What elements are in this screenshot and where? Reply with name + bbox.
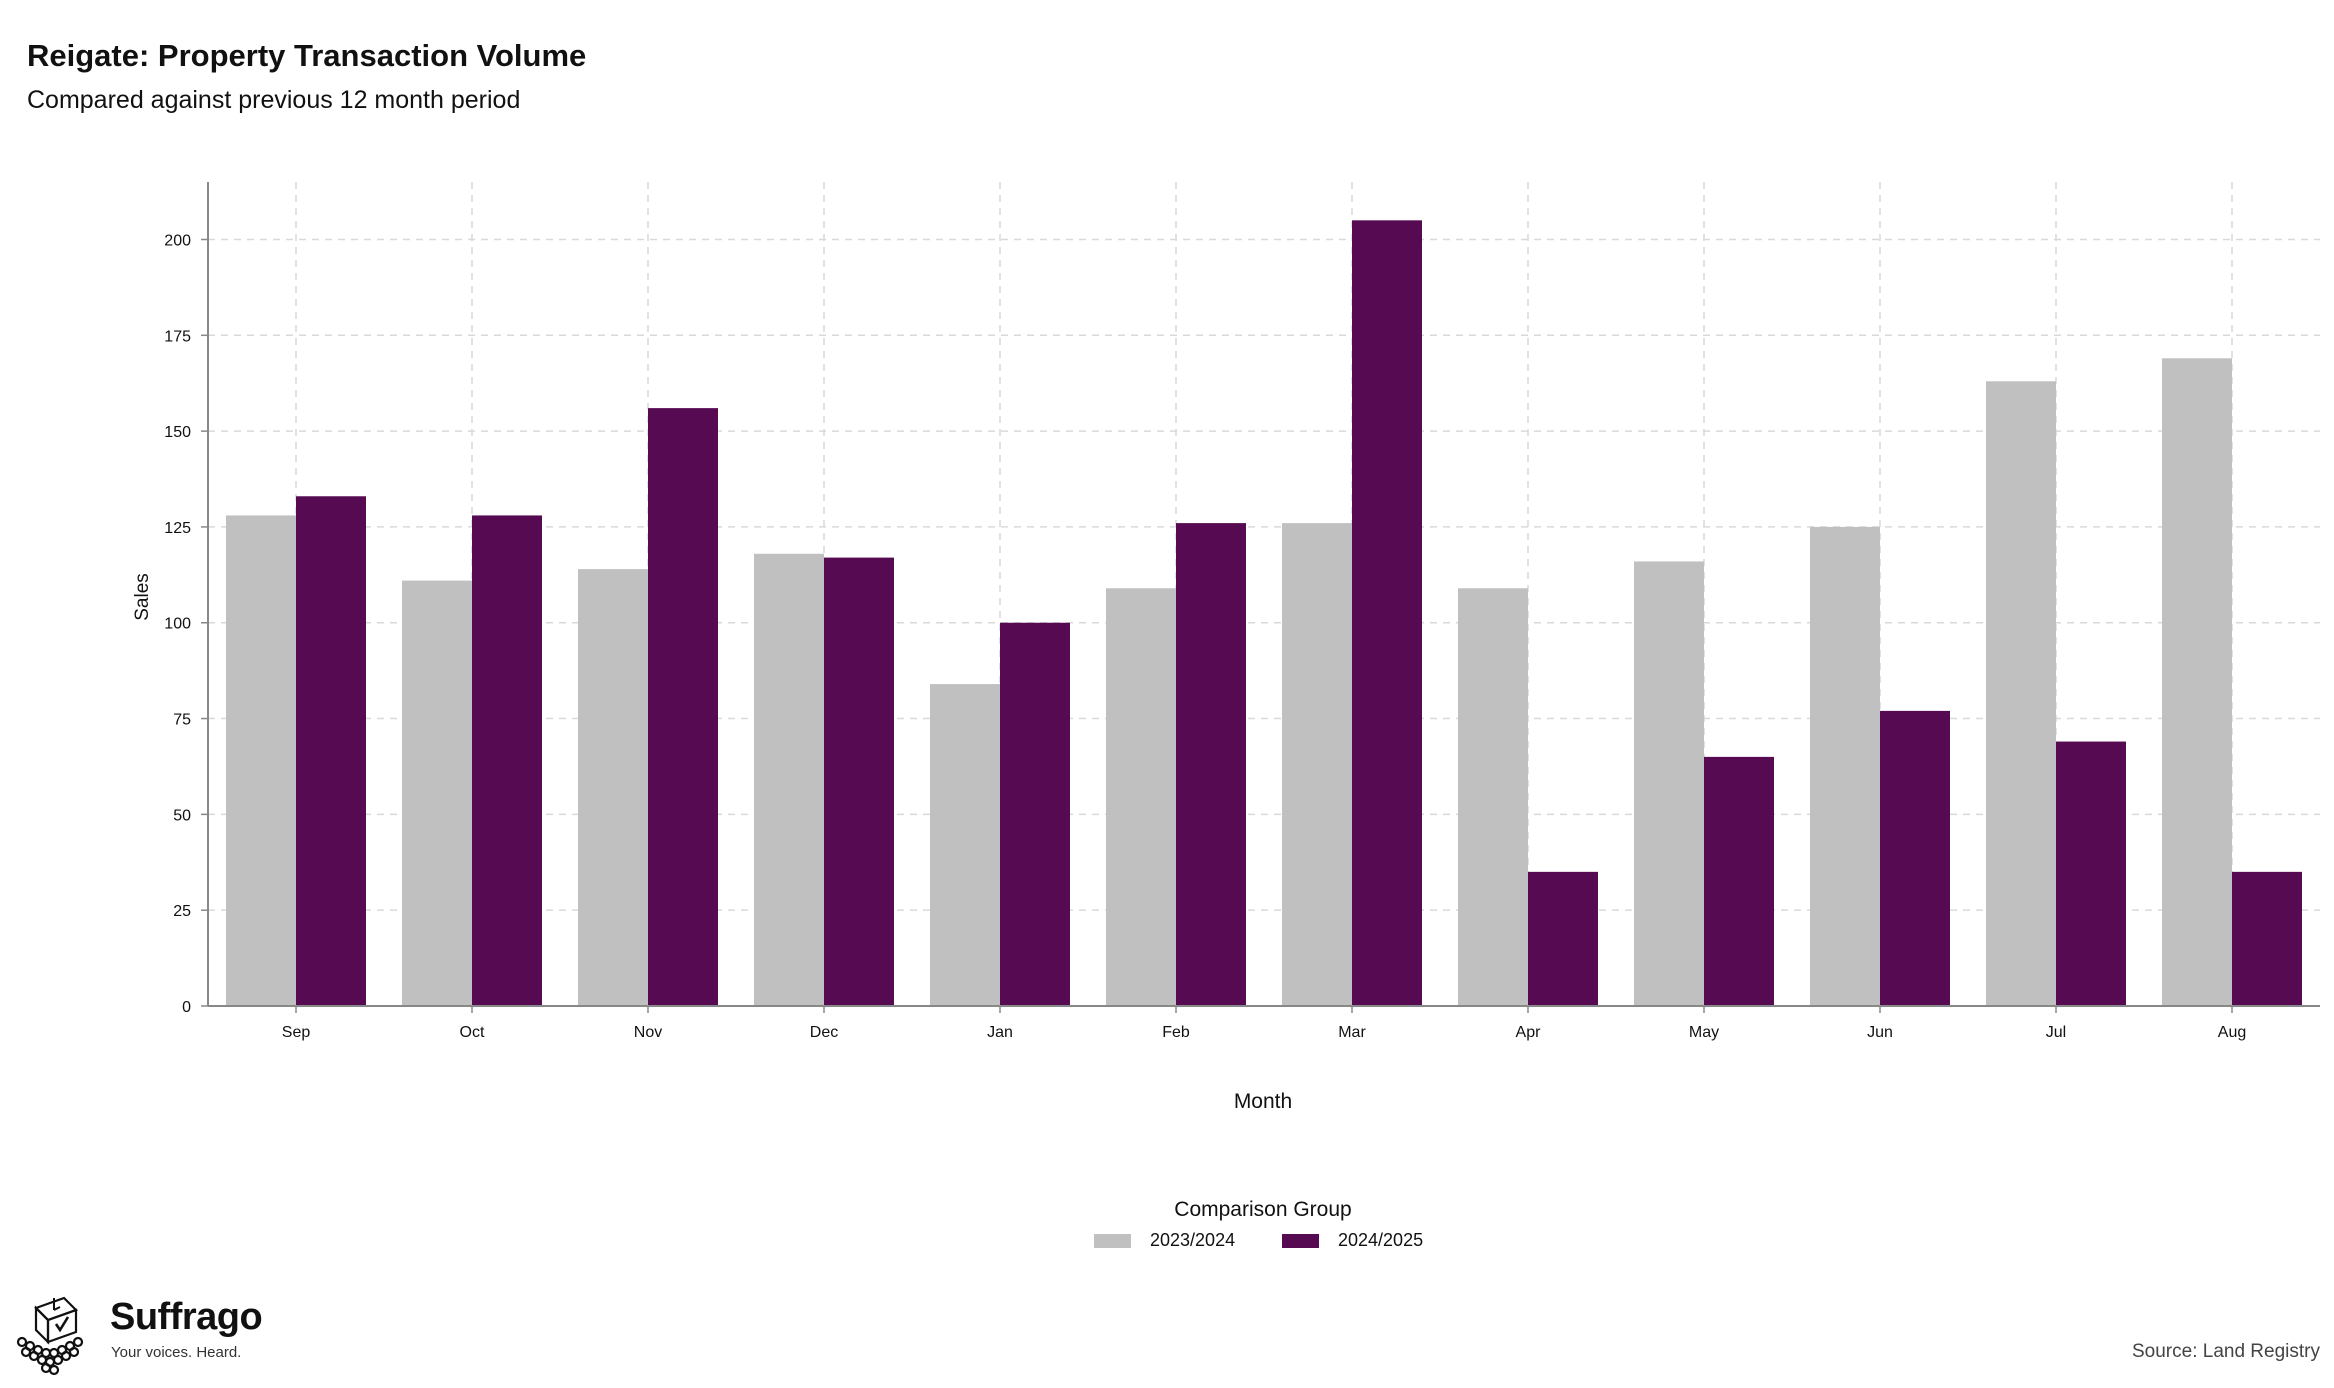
bar-2023-2024-may — [1634, 561, 1704, 1006]
x-tick-label: Mar — [1338, 1024, 1366, 1041]
x-tick-label: Dec — [810, 1024, 838, 1041]
y-tick-label: 0 — [182, 999, 191, 1016]
legend-label-2023-2024: 2023/2024 — [1150, 1230, 1236, 1250]
legend-title: Comparison Group — [1174, 1198, 1352, 1221]
legend-item-2023-2024: 2023/2024 — [1094, 1230, 1235, 1251]
bar-2024-2025-oct — [472, 515, 542, 1006]
legend-swatch-2024-2025 — [1282, 1233, 1319, 1248]
bar-2023-2024-jan — [930, 684, 1000, 1006]
bar-2023-2024-mar — [1282, 523, 1352, 1006]
y-axis-label: Sales — [132, 573, 153, 621]
bar-2024-2025-dec — [824, 557, 894, 1006]
y-tick-label: 150 — [164, 424, 191, 441]
x-tick-label: Jul — [2046, 1024, 2066, 1041]
y-tick-label: 200 — [164, 232, 191, 249]
bar-2024-2025-apr — [1528, 871, 1598, 1006]
bar-2023-2024-nov — [578, 569, 648, 1006]
x-tick-label: Feb — [1162, 1024, 1190, 1041]
y-tick-label: 175 — [164, 328, 191, 345]
suffrago-logo-icon — [16, 1296, 84, 1376]
x-tick-label: Apr — [1516, 1024, 1542, 1041]
x-tick-label: May — [1689, 1024, 1719, 1041]
x-axis-label: Month — [1234, 1090, 1292, 1113]
x-tick-label: Jun — [1867, 1024, 1893, 1041]
bar-2024-2025-jan — [1000, 622, 1070, 1006]
bar-2023-2024-feb — [1106, 588, 1176, 1006]
brand-tagline: Your voices. Heard. — [111, 1344, 242, 1361]
x-tick-label: Nov — [634, 1024, 662, 1041]
bar-2024-2025-jul — [2056, 741, 2126, 1006]
brand-name: Suffrago — [110, 1296, 263, 1338]
legend-swatch-2023-2024 — [1094, 1233, 1131, 1248]
y-tick-label: 75 — [173, 712, 191, 729]
bar-2023-2024-oct — [402, 580, 472, 1006]
source-note: Source: Land Registry — [2132, 1341, 2320, 1362]
bar-2023-2024-dec — [754, 553, 824, 1006]
y-tick-label: 25 — [173, 903, 191, 920]
axes: 0 25 50 75 100 125 150 175 200 Sep Oct Nov Dec Jan Feb… — [164, 182, 2320, 1041]
chart-subtitle: Compared against previous 12 month perio… — [27, 86, 521, 114]
bar-2023-2024-jun — [1810, 526, 1880, 1006]
y-tick-label: 100 — [164, 616, 191, 633]
bar-2024-2025-jun — [1880, 710, 1950, 1006]
legend-label-2024-2025: 2024/2025 — [1338, 1230, 1424, 1250]
bar-2024-2025-mar — [1352, 220, 1422, 1007]
bar-2024-2025-may — [1704, 756, 1774, 1006]
chart-title: Reigate: Property Transaction Volume — [27, 38, 587, 73]
x-tick-label: Oct — [460, 1024, 485, 1041]
x-tick-label: Sep — [282, 1024, 311, 1041]
legend-item-2024-2025: 2024/2025 — [1282, 1230, 1423, 1251]
x-tick-label: Jan — [987, 1024, 1013, 1041]
y-tick-label: 125 — [164, 520, 191, 537]
bar-2023-2024-sep — [226, 515, 296, 1006]
grid-lines — [208, 182, 2320, 1007]
bar-2024-2025-aug — [2232, 871, 2302, 1006]
x-tick-label: Aug — [2218, 1024, 2246, 1041]
bar-2024-2025-feb — [1176, 523, 1246, 1006]
bar-2024-2025-sep — [296, 496, 366, 1006]
bars — [226, 220, 2302, 1007]
bar-2023-2024-apr — [1458, 588, 1528, 1006]
y-tick-label: 50 — [173, 807, 191, 824]
bar-2023-2024-jul — [1986, 381, 2056, 1006]
bar-2023-2024-aug — [2162, 358, 2232, 1006]
bar-2024-2025-nov — [648, 408, 718, 1006]
